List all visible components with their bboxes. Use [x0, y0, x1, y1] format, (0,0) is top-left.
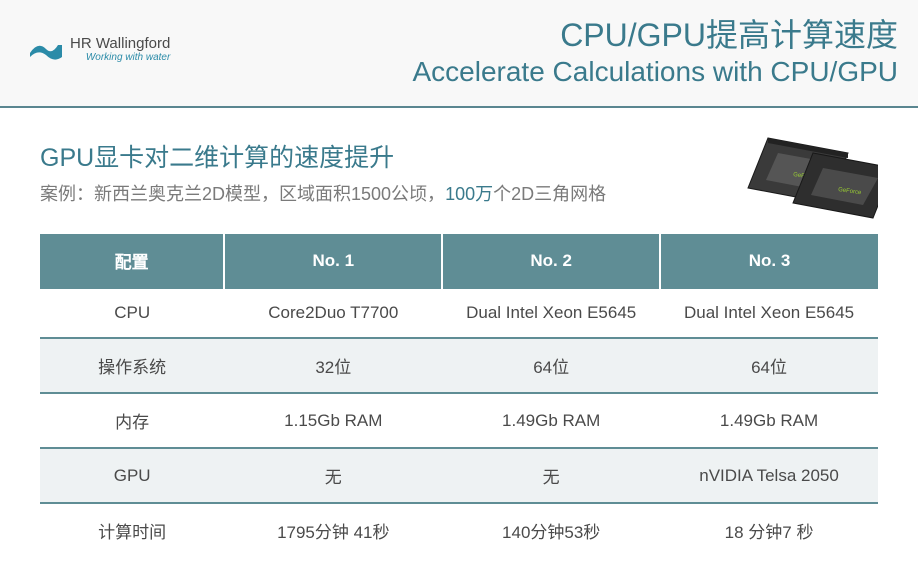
case-highlight: 100万	[445, 184, 493, 204]
logo: HR Wallingford Working with water	[28, 35, 170, 63]
cell: 无	[224, 448, 442, 503]
table-row: CPU Core2Duo T7700 Dual Intel Xeon E5645…	[40, 288, 878, 338]
wave-icon	[28, 35, 64, 63]
cell: 1795分钟 41秒	[224, 503, 442, 557]
page-header: HR Wallingford Working with water CPU/GP…	[0, 0, 918, 108]
table-row: GPU 无 无 nVIDIA Telsa 2050	[40, 448, 878, 503]
title-cn: CPU/GPU提高计算速度	[412, 10, 898, 56]
cell: 1.49Gb RAM	[442, 393, 660, 448]
cell: 操作系统	[40, 338, 224, 393]
cell: 64位	[442, 338, 660, 393]
col-header: No. 2	[442, 234, 660, 288]
cell: Dual Intel Xeon E5645	[660, 288, 878, 338]
cell: Core2Duo T7700	[224, 288, 442, 338]
cell: 无	[442, 448, 660, 503]
title-en: Accelerate Calculations with CPU/GPU	[412, 56, 898, 88]
table-row: 内存 1.15Gb RAM 1.49Gb RAM 1.49Gb RAM	[40, 393, 878, 448]
content: GeForce GeForce GPU显卡对二维计算的速度提升 案例：新西兰奥克…	[0, 108, 918, 557]
cell: nVIDIA Telsa 2050	[660, 448, 878, 503]
cell: 计算时间	[40, 503, 224, 557]
cell: 140分钟53秒	[442, 503, 660, 557]
col-header: No. 3	[660, 234, 878, 288]
cell: 64位	[660, 338, 878, 393]
case-suffix: 个2D三角网格	[493, 184, 606, 204]
logo-tagline: Working with water	[70, 52, 170, 63]
cell: Dual Intel Xeon E5645	[442, 288, 660, 338]
logo-company: HR Wallingford	[70, 35, 170, 52]
col-header: No. 1	[224, 234, 442, 288]
table-row: 计算时间 1795分钟 41秒 140分钟53秒 18 分钟7 秒	[40, 503, 878, 557]
title-block: CPU/GPU提高计算速度 Accelerate Calculations wi…	[412, 10, 898, 88]
table-header-row: 配置 No. 1 No. 2 No. 3	[40, 234, 878, 288]
cell: 1.49Gb RAM	[660, 393, 878, 448]
cell: CPU	[40, 288, 224, 338]
cell: 1.15Gb RAM	[224, 393, 442, 448]
gpu-chip-image: GeForce GeForce	[728, 123, 878, 223]
case-prefix: 案例：新西兰奥克兰2D模型，区域面积1500公顷，	[40, 184, 445, 204]
cell: 32位	[224, 338, 442, 393]
cell: 内存	[40, 393, 224, 448]
table-row: 操作系统 32位 64位 64位	[40, 338, 878, 393]
cell: 18 分钟7 秒	[660, 503, 878, 557]
col-header: 配置	[40, 234, 224, 288]
spec-table: 配置 No. 1 No. 2 No. 3 CPU Core2Duo T7700 …	[40, 234, 878, 557]
cell: GPU	[40, 448, 224, 503]
